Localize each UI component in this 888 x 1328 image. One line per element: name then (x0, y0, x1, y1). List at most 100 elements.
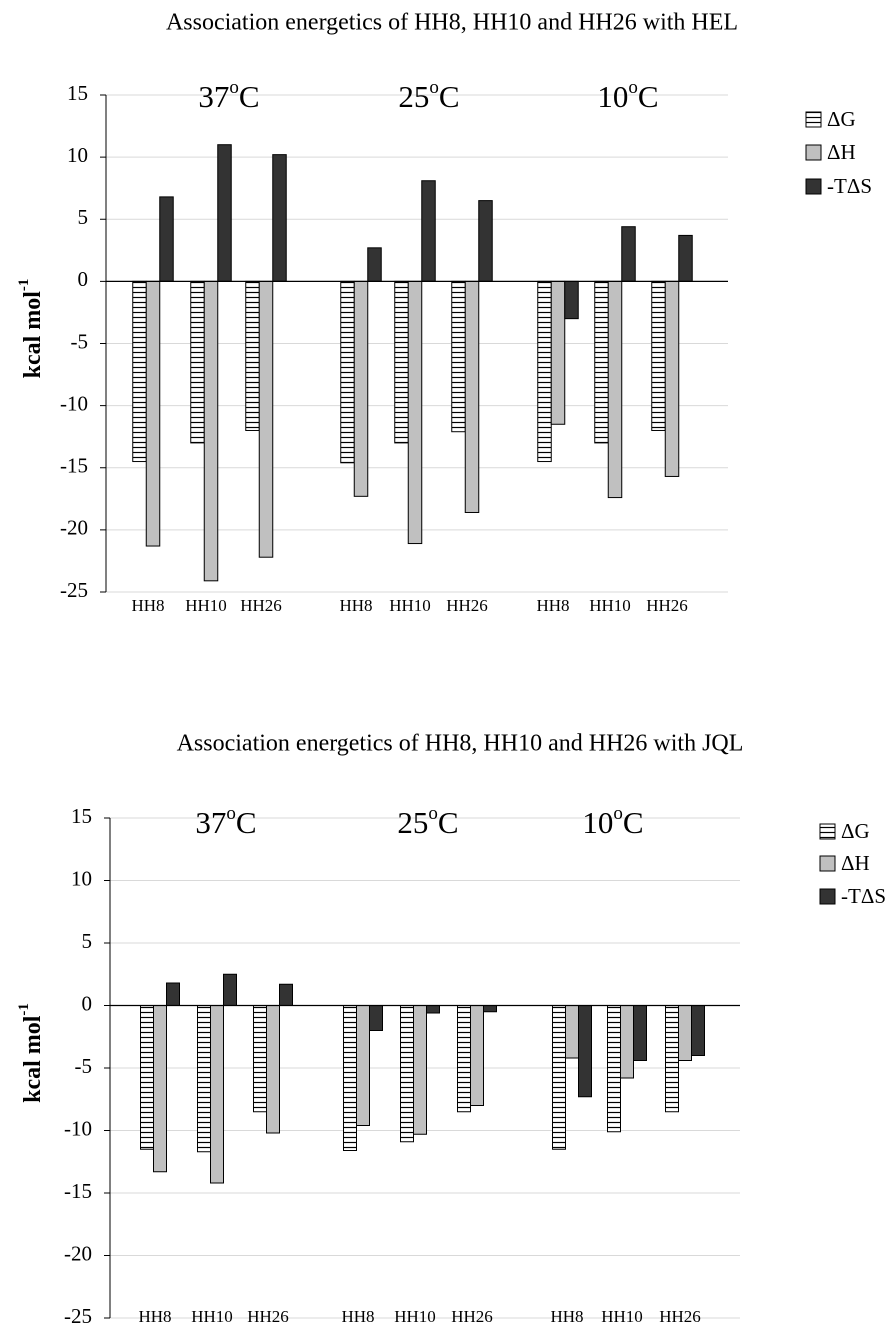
bar (607, 280, 623, 499)
legend-label: ΔG (827, 107, 856, 131)
group-number: 10 (597, 79, 628, 114)
bar (621, 226, 636, 282)
bar (550, 280, 566, 425)
x-tick-label: HH26 (646, 596, 688, 615)
x-tick-label: HH8 (138, 1307, 171, 1326)
bar (421, 180, 436, 282)
x-tick-label: HH10 (589, 596, 631, 615)
bar (258, 280, 274, 558)
bar (665, 1005, 679, 1113)
x-tick-label: HH26 (446, 596, 488, 615)
bar (343, 1005, 357, 1151)
x-tick-label: HH10 (185, 596, 227, 615)
bar (426, 1005, 440, 1014)
y-axis-label-text: kcal mol (20, 1015, 46, 1103)
group-number: 10 (582, 805, 613, 840)
group-sup: o (226, 803, 236, 824)
y-tick-label: -10 (64, 1116, 92, 1140)
x-tick-label: HH10 (601, 1307, 643, 1326)
group-number: 25 (398, 79, 429, 114)
y-tick-label: 0 (78, 267, 89, 291)
bar (266, 1005, 280, 1134)
bar (367, 247, 382, 282)
bar (620, 1005, 634, 1079)
group-number: 37 (198, 79, 229, 114)
group-unit: C (236, 805, 257, 840)
y-tick-label: -20 (64, 1241, 92, 1265)
y-axis-label: kcal mol-1 (16, 279, 45, 379)
y-tick-label: -10 (60, 391, 88, 415)
y-axis-label-sup: -1 (16, 1003, 32, 1016)
x-tick-label: HH10 (191, 1307, 233, 1326)
y-tick-label: 5 (82, 929, 93, 953)
x-tick-label: HH8 (550, 1307, 583, 1326)
bar (400, 1005, 414, 1143)
y-tick-label: -5 (71, 329, 89, 353)
bar (651, 280, 666, 431)
group-unit: C (623, 805, 644, 840)
group-sup: o (429, 77, 439, 98)
bar (407, 280, 423, 545)
bar (140, 1005, 154, 1150)
group-unit: C (439, 79, 460, 114)
bar (166, 982, 180, 1006)
y-tick-label: -5 (75, 1054, 93, 1078)
bar (153, 1005, 167, 1173)
bar (159, 196, 174, 282)
legend-label: -TΔS (827, 174, 872, 198)
x-tick-label: HH26 (247, 1307, 289, 1326)
x-tick-label: HH10 (389, 596, 431, 615)
bar (457, 1005, 471, 1113)
x-tick-label: HH10 (394, 1307, 436, 1326)
group-label: 25oC (397, 803, 458, 840)
y-tick-label: 10 (71, 866, 92, 890)
group-sup: o (229, 77, 239, 98)
group-label: 25oC (398, 77, 459, 114)
bar (578, 1005, 592, 1098)
bar (678, 1005, 692, 1061)
y-tick-label: 5 (78, 205, 89, 229)
group-number: 37 (195, 805, 226, 840)
bar (413, 1005, 427, 1135)
y-axis-label: kcal mol-1 (16, 1003, 45, 1103)
y-tick-label: -15 (64, 1179, 92, 1203)
y-axis-label-text: kcal mol (20, 291, 46, 379)
bar (664, 280, 680, 477)
group-label: 10oC (582, 803, 643, 840)
group-sup: o (628, 77, 638, 98)
y-tick-label: 10 (67, 143, 88, 167)
legend-swatch (805, 178, 822, 195)
legend-swatch (819, 855, 836, 872)
legend-swatch (805, 144, 822, 161)
bar (217, 144, 232, 282)
y-tick-label: -25 (64, 1304, 92, 1328)
legend-swatch (805, 111, 822, 128)
bar (691, 1005, 705, 1056)
legend-label: ΔH (841, 851, 870, 875)
bar (145, 280, 161, 547)
bar (565, 1005, 579, 1059)
group-unit: C (239, 79, 260, 114)
bar (245, 280, 260, 431)
bar (253, 1005, 267, 1113)
legend-swatch (819, 823, 836, 840)
x-tick-label: HH8 (131, 596, 164, 615)
legend-label: -TΔS (841, 884, 886, 908)
bar (607, 1005, 621, 1133)
x-tick-label: HH8 (341, 1307, 374, 1326)
group-label: 37oC (195, 803, 256, 840)
bar (451, 280, 466, 433)
bar (272, 154, 287, 282)
bar (203, 280, 219, 582)
bar (340, 280, 355, 464)
bar (132, 280, 147, 463)
bar (190, 280, 205, 444)
x-tick-label: HH8 (339, 596, 372, 615)
bar (210, 1005, 224, 1184)
group-sup: o (428, 803, 438, 824)
x-tick-label: HH8 (536, 596, 569, 615)
chart-title: Association energetics of HH8, HH10 and … (177, 731, 744, 757)
bar (223, 973, 237, 1006)
